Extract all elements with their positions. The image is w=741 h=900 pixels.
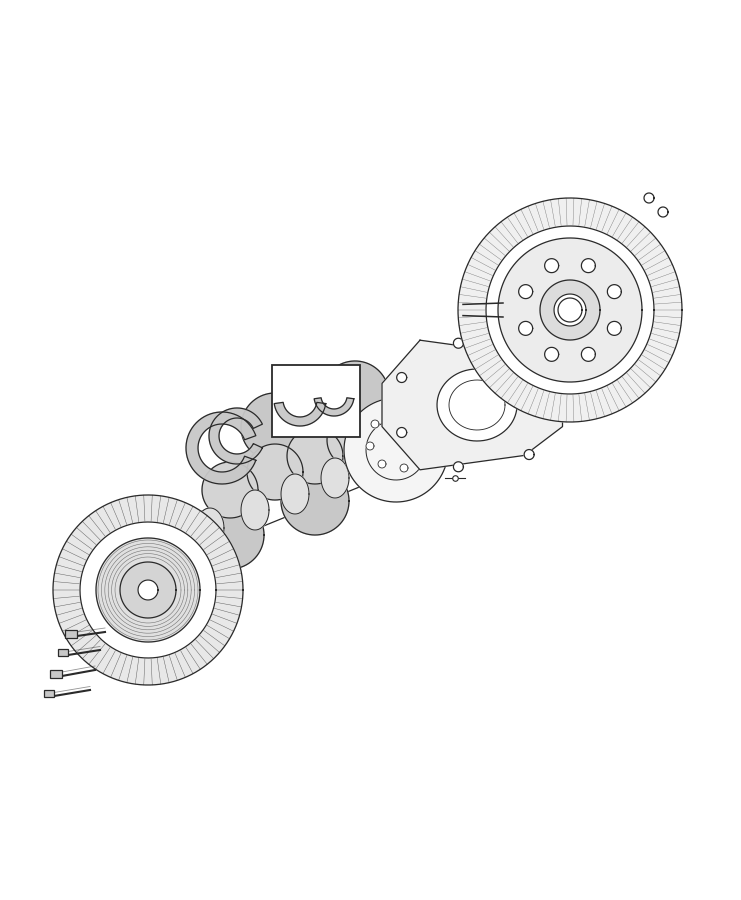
Polygon shape (274, 402, 326, 426)
Polygon shape (437, 369, 517, 441)
Bar (272, 365, 360, 437)
Polygon shape (366, 442, 374, 450)
Polygon shape (486, 226, 654, 394)
Polygon shape (421, 428, 429, 436)
Polygon shape (378, 460, 386, 468)
Polygon shape (608, 321, 622, 336)
Polygon shape (364, 433, 426, 495)
Polygon shape (209, 408, 262, 464)
Polygon shape (644, 193, 654, 203)
Polygon shape (96, 538, 200, 642)
Polygon shape (138, 580, 158, 600)
Polygon shape (80, 522, 216, 658)
Polygon shape (196, 508, 224, 548)
Polygon shape (556, 400, 565, 410)
Polygon shape (170, 523, 200, 553)
Polygon shape (396, 373, 407, 382)
Polygon shape (327, 412, 383, 468)
Polygon shape (361, 442, 389, 482)
Polygon shape (401, 426, 429, 466)
Polygon shape (498, 238, 642, 382)
Polygon shape (519, 321, 533, 336)
Polygon shape (524, 350, 534, 361)
Polygon shape (453, 462, 463, 472)
Polygon shape (281, 467, 349, 535)
Polygon shape (53, 495, 243, 685)
Polygon shape (582, 258, 595, 273)
Polygon shape (186, 412, 256, 484)
Polygon shape (519, 284, 533, 299)
Polygon shape (545, 258, 559, 273)
Polygon shape (202, 462, 258, 518)
Polygon shape (545, 347, 559, 361)
Polygon shape (321, 361, 389, 429)
Polygon shape (321, 458, 349, 498)
Polygon shape (658, 207, 668, 217)
Polygon shape (458, 198, 682, 422)
Polygon shape (558, 298, 582, 322)
Polygon shape (344, 398, 448, 502)
Polygon shape (382, 340, 562, 470)
Polygon shape (524, 449, 534, 460)
Polygon shape (412, 408, 420, 416)
Polygon shape (396, 428, 407, 437)
Polygon shape (196, 501, 264, 569)
Polygon shape (281, 474, 309, 514)
Polygon shape (247, 444, 303, 500)
Polygon shape (314, 398, 353, 416)
Polygon shape (582, 347, 595, 361)
Polygon shape (400, 464, 408, 472)
Polygon shape (608, 284, 622, 299)
Bar (58, 650, 68, 656)
Polygon shape (416, 413, 460, 457)
Polygon shape (120, 562, 176, 618)
Polygon shape (453, 338, 463, 348)
Polygon shape (554, 294, 586, 326)
Bar (44, 690, 54, 698)
Polygon shape (287, 428, 343, 484)
Bar (50, 670, 62, 678)
Polygon shape (241, 490, 269, 530)
Polygon shape (392, 400, 400, 408)
Polygon shape (241, 393, 309, 461)
Polygon shape (370, 399, 420, 449)
Polygon shape (416, 450, 424, 458)
Polygon shape (371, 420, 379, 428)
Polygon shape (540, 280, 600, 340)
Bar (65, 630, 77, 637)
